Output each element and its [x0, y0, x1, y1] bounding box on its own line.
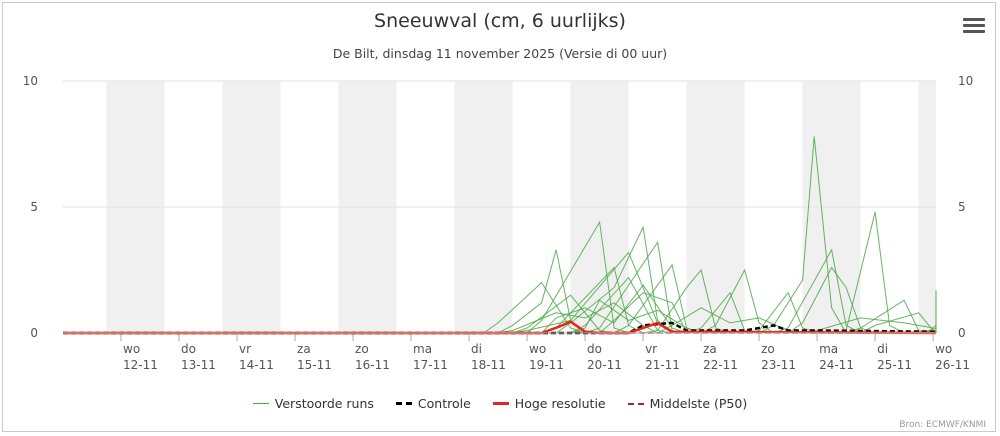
- y-tick-label-left: 0: [30, 326, 38, 340]
- x-tick-day: wo: [123, 342, 140, 356]
- x-tick-date: 13-11: [181, 358, 216, 372]
- x-tick-date: 25-11: [877, 358, 912, 372]
- hamburger-menu-icon[interactable]: [963, 18, 985, 36]
- x-tick-day: ma: [413, 342, 432, 356]
- y-tick-label-right: 10: [958, 74, 973, 88]
- x-tick-date: 20-11: [587, 358, 622, 372]
- x-tick-date: 16-11: [355, 358, 390, 372]
- x-tick-day: di: [877, 342, 888, 356]
- legend-item-controle[interactable]: Controle: [395, 396, 471, 411]
- legend-item-middelste[interactable]: Middelste (P50): [627, 396, 748, 411]
- x-tick-date: 21-11: [645, 358, 680, 372]
- legend-item-hoge-resolutie[interactable]: Hoge resolutie: [492, 396, 606, 411]
- x-tick-date: 14-11: [239, 358, 274, 372]
- legend-dash-icon: [627, 402, 644, 405]
- x-tick-date: 26-11: [935, 358, 970, 372]
- x-tick-day: do: [587, 342, 602, 356]
- legend-label: Verstoorde runs: [274, 396, 374, 411]
- x-tick-day: wo: [935, 342, 952, 356]
- x-tick-day: zo: [355, 342, 369, 356]
- control-line: [63, 321, 937, 335]
- legend-label: Controle: [417, 396, 471, 411]
- chart-subtitle: De Bilt, dinsdag 11 november 2025 (Versi…: [332, 46, 668, 61]
- x-tick-date: 15-11: [297, 358, 332, 372]
- x-tick-day: za: [297, 342, 311, 356]
- legend-label: Hoge resolutie: [514, 396, 606, 411]
- legend-label: Middelste (P50): [649, 396, 748, 411]
- x-tick-day: za: [703, 342, 717, 356]
- source-credit: Bron: ECMWF/KNMI: [899, 420, 986, 430]
- y-tick-label-left: 5: [30, 200, 38, 214]
- x-tick-date: 22-11: [703, 358, 738, 372]
- x-tick-day: vr: [645, 342, 657, 356]
- x-tick-day: ma: [819, 342, 838, 356]
- y-tick-label-right: 0: [958, 326, 966, 340]
- y-tick-label-left: 10: [23, 74, 38, 88]
- x-tick-date: 24-11: [819, 358, 854, 372]
- x-tick-date: 19-11: [529, 358, 564, 372]
- x-tick-day: zo: [761, 342, 775, 356]
- legend-item-verstoorde-runs[interactable]: Verstoorde runs: [252, 396, 374, 411]
- chart-legend: Verstoorde runs Controle Hoge resolutie …: [0, 396, 1000, 411]
- x-tick-day: vr: [239, 342, 251, 356]
- x-tick-date: 23-11: [761, 358, 796, 372]
- legend-line-icon: [252, 403, 269, 404]
- x-tick-day: do: [181, 342, 196, 356]
- y-tick-label-right: 5: [958, 200, 966, 214]
- x-tick-date: 12-11: [123, 358, 158, 372]
- x-tick-day: di: [471, 342, 482, 356]
- legend-line-icon: [492, 402, 509, 405]
- chart-title: Sneeuwval (cm, 6 uurlijks): [374, 10, 626, 32]
- x-tick-date: 17-11: [413, 358, 448, 372]
- x-tick-day: wo: [529, 342, 546, 356]
- legend-dash-icon: [395, 402, 412, 405]
- x-tick-date: 18-11: [471, 358, 506, 372]
